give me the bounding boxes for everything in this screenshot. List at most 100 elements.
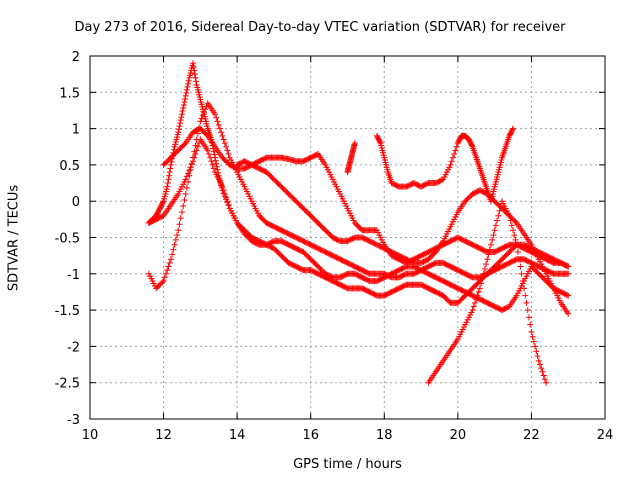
data-point <box>527 321 534 328</box>
data-point <box>480 270 487 277</box>
data-point <box>519 278 526 285</box>
data-point <box>492 222 499 229</box>
x-tick-label: 24 <box>597 428 614 443</box>
y-tick-label: 1.5 <box>59 86 80 101</box>
data-point <box>170 146 177 153</box>
data-point <box>518 270 525 277</box>
data-point <box>528 328 535 335</box>
data-point <box>215 169 222 176</box>
data-point <box>164 267 171 274</box>
data-point <box>481 265 488 272</box>
y-tick-label: -2 <box>67 340 80 355</box>
y-tick-label: 2 <box>72 50 80 65</box>
data-point <box>487 241 494 248</box>
data-point <box>213 114 220 121</box>
data-point <box>452 147 459 154</box>
data-point <box>212 111 219 118</box>
data-point <box>219 187 226 194</box>
data-point <box>478 280 485 287</box>
data-point <box>514 249 521 256</box>
data-point <box>517 263 524 270</box>
data-point <box>496 207 503 214</box>
data-point <box>159 279 166 286</box>
data-point <box>447 161 454 168</box>
x-axis-label: GPS time / hours <box>293 457 402 472</box>
data-point <box>175 129 182 136</box>
data-point <box>224 199 231 206</box>
data-point <box>219 132 226 139</box>
data-point <box>214 166 221 173</box>
data-point <box>533 348 540 355</box>
data-point <box>535 357 542 364</box>
series-4 <box>160 125 572 270</box>
series-5 <box>234 158 572 317</box>
data-point <box>208 158 215 165</box>
data-point <box>177 117 184 124</box>
data-point <box>186 167 193 174</box>
data-point <box>475 288 482 295</box>
series-7 <box>344 140 358 176</box>
data-point <box>516 256 523 263</box>
data-point <box>197 118 204 125</box>
data-point <box>218 129 225 136</box>
y-axis-label: SDTVAR / TECUs <box>6 184 22 292</box>
data-point <box>159 199 166 206</box>
data-point <box>485 251 492 258</box>
data-point <box>539 368 546 375</box>
data-point <box>181 141 188 148</box>
data-point <box>216 125 223 132</box>
data-point <box>507 217 514 224</box>
y-tick-label: -1 <box>67 268 80 283</box>
data-point <box>223 196 230 203</box>
data-point <box>489 236 496 243</box>
data-point <box>188 160 195 167</box>
data-point <box>180 102 187 109</box>
data-point <box>483 261 490 268</box>
data-point <box>174 232 181 239</box>
data-point <box>191 148 198 155</box>
series-1 <box>145 136 572 306</box>
data-point <box>185 178 192 185</box>
data-point <box>176 123 183 130</box>
data-point <box>165 176 172 183</box>
x-tick-label: 10 <box>82 428 99 443</box>
data-point <box>474 292 481 299</box>
data-point <box>176 221 183 228</box>
data-point <box>177 120 184 127</box>
data-point <box>190 60 196 67</box>
data-point <box>210 165 217 172</box>
data-point <box>183 86 190 93</box>
x-tick-label: 12 <box>155 428 172 443</box>
data-point <box>172 236 179 243</box>
data-point <box>537 361 544 368</box>
y-tick-label: -0.5 <box>55 232 80 247</box>
data-point <box>543 379 550 386</box>
data-point <box>530 338 537 345</box>
data-point <box>167 165 174 172</box>
data-point <box>192 74 199 81</box>
data-point <box>190 154 196 161</box>
data-point <box>184 83 191 90</box>
data-point <box>494 217 501 224</box>
data-point <box>565 270 572 277</box>
data-point <box>495 212 502 219</box>
y-tick-label: -2.5 <box>55 377 80 392</box>
data-point <box>512 236 519 243</box>
data-point <box>185 77 192 84</box>
data-point <box>214 118 221 125</box>
data-point <box>181 98 188 105</box>
data-point <box>512 218 519 225</box>
data-point <box>490 232 497 239</box>
data-point <box>534 353 541 360</box>
data-point <box>167 161 174 168</box>
data-point <box>524 307 531 314</box>
data-point <box>183 89 190 96</box>
data-point <box>221 140 228 147</box>
data-point <box>185 80 192 87</box>
data-point <box>491 227 498 234</box>
data-point <box>201 109 208 116</box>
data-point <box>486 246 493 253</box>
grid-lines <box>90 56 605 419</box>
data-point <box>532 343 539 350</box>
